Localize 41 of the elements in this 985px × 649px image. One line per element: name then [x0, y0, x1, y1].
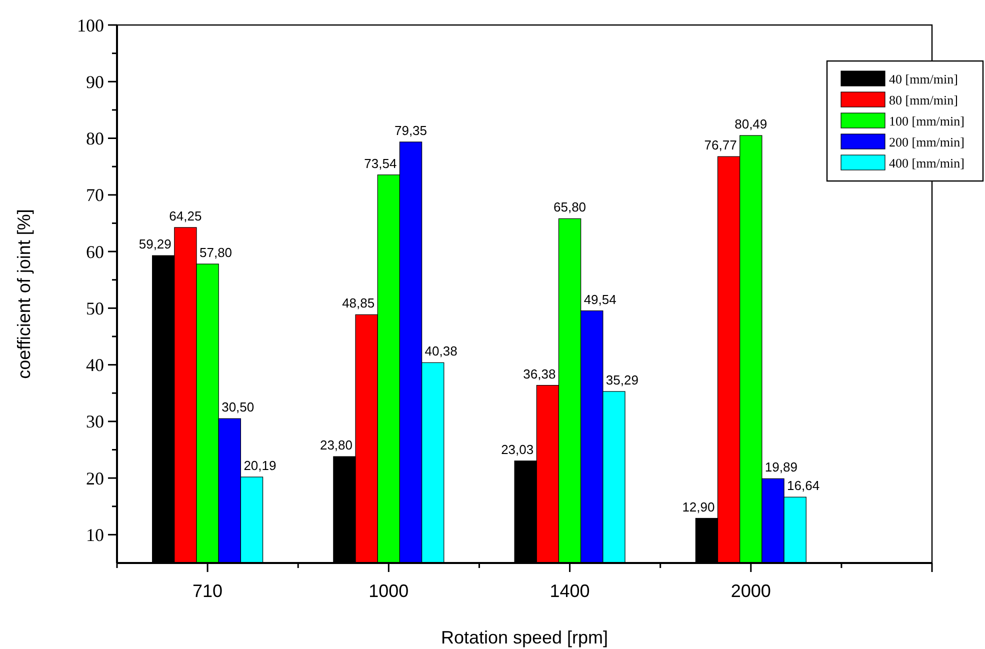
- x-tick-label: 710: [192, 581, 223, 601]
- y-tick-label: 70: [86, 185, 104, 206]
- data-label: 12,90: [682, 499, 715, 514]
- legend-label: 400 [mm/min]: [889, 156, 964, 171]
- y-axis-title: coefficient of joint [%]: [14, 209, 34, 379]
- data-label: 80,49: [734, 116, 768, 132]
- data-label: 57,80: [200, 244, 232, 260]
- y-tick-label: 90: [86, 72, 104, 92]
- data-label: 59,29: [138, 236, 172, 252]
- y-tick-label: 60: [86, 242, 104, 262]
- data-label: 73,54: [364, 156, 397, 171]
- data-label: 40,38: [424, 344, 458, 359]
- legend-label: 100 [mm/min]: [889, 114, 964, 129]
- data-label: 20,19: [244, 458, 276, 473]
- y-tick-label: 20: [86, 468, 104, 488]
- data-label: 23,03: [501, 442, 534, 457]
- legend-label: 200 [mm/min]: [889, 134, 964, 150]
- data-label: 19,89: [764, 460, 798, 475]
- data-label: 65,80: [554, 200, 586, 215]
- y-tick-label: 40: [86, 355, 104, 376]
- y-tick-label: 10: [86, 524, 104, 545]
- data-label: 49,54: [584, 292, 616, 307]
- data-label: 35,29: [606, 372, 638, 388]
- y-tick-label: 50: [86, 298, 104, 318]
- x-tick-label: 1400: [550, 581, 590, 601]
- data-label: 48,85: [342, 296, 375, 311]
- x-tick-label: 1000: [368, 581, 409, 601]
- x-axis-title: Rotation speed [rpm]: [440, 627, 608, 648]
- data-label: 30,50: [222, 400, 254, 415]
- y-tick-label: 100: [77, 15, 104, 36]
- data-label: 23,80: [320, 438, 353, 453]
- legend-label: 80 [mm/min]: [889, 92, 958, 108]
- data-label: 79,35: [394, 122, 428, 138]
- data-label: 76,77: [704, 138, 737, 153]
- x-tick-label: 2000: [730, 581, 771, 601]
- y-tick-label: 30: [86, 412, 104, 432]
- legend-label: 40 [mm/min]: [889, 72, 958, 87]
- y-tick-label: 80: [86, 128, 104, 149]
- data-label: 16,64: [787, 478, 820, 494]
- data-label: 36,38: [523, 366, 556, 382]
- data-label: 64,25: [169, 208, 202, 224]
